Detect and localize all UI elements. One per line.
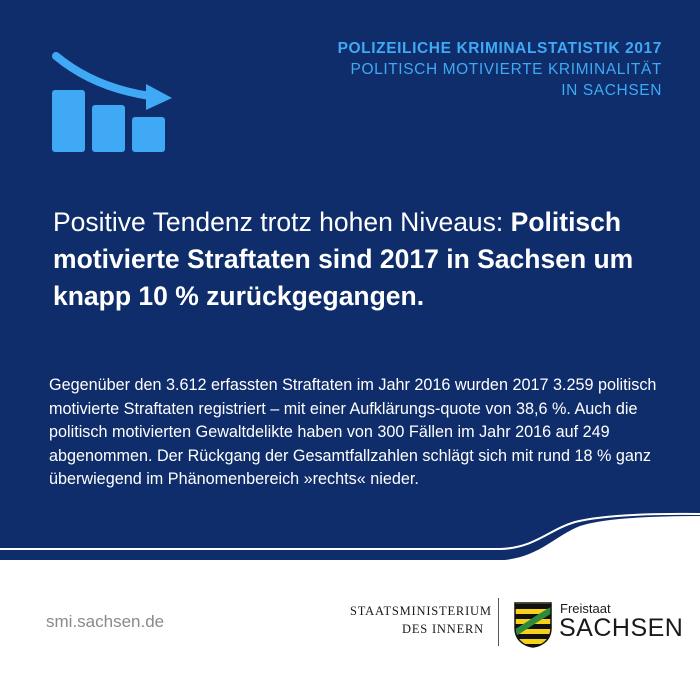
headline: Positive Tendenz trotz hohen Niveaus: Po… (53, 204, 673, 315)
logo-divider (498, 598, 499, 646)
ministry-name: STAATSMINISTERIUM DES INNERN (350, 602, 492, 638)
header-subtitle-line2: IN SACHSEN (561, 82, 662, 99)
saxony-crest-icon (514, 602, 552, 648)
ministry-line2: DES INNERN (402, 622, 484, 636)
downward-trend-icon (52, 52, 172, 152)
header-subtitle-line1: POLITISCH MOTIVIERTE KRIMINALITÄT (350, 61, 662, 78)
headline-normal: Positive Tendenz trotz hohen Niveaus: (53, 207, 511, 237)
body-paragraph: Gegenüber den 3.612 erfassten Straftaten… (49, 376, 657, 489)
statistic-header: POLIZEILICHE KRIMINALSTATISTIK 2017 POLI… (338, 38, 662, 101)
ministry-line1: STAATSMINISTERIUM (350, 604, 492, 618)
logo-freistaat: Freistaat (560, 601, 611, 616)
logo-sachsen: SACHSEN (559, 614, 684, 642)
headline-bold: Politisch motivierte Straftaten sind 201… (53, 207, 634, 311)
header-title: POLIZEILICHE KRIMINALSTATISTIK 2017 (337, 40, 662, 57)
website-link[interactable]: smi.sachsen.de (46, 612, 165, 631)
